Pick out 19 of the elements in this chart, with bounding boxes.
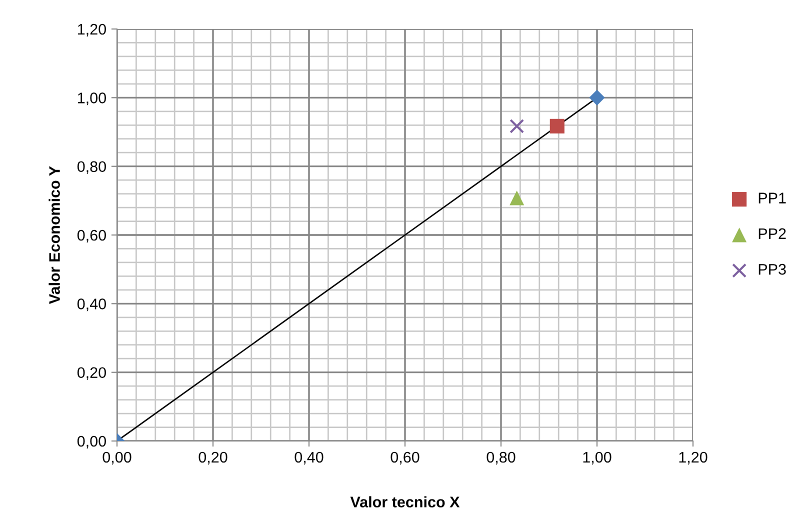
x-tick-label: 1,20 [679, 452, 708, 464]
x-tick-label: 0,00 [102, 452, 132, 464]
y-tick-label: 0,40 [77, 298, 106, 312]
y-tick-label: 0,20 [77, 367, 106, 380]
y-axis-title: Valor Economico Y [48, 166, 60, 304]
x-tick-label: 0,60 [390, 452, 420, 464]
x-tick-label: 0,40 [294, 452, 324, 464]
y-tick-label: 1,20 [78, 24, 106, 36]
legend-label: PP3 [758, 264, 786, 275]
x-tick-label: 1,00 [583, 452, 612, 464]
y-tick-label: 0,00 [77, 436, 106, 448]
y-tick-label: 1,00 [78, 92, 106, 106]
legend-label: PP2 [758, 228, 786, 239]
y-tick-label: 0,80 [77, 161, 106, 174]
y-tick-label: 0,60 [77, 230, 106, 242]
x-tick-label: 0,80 [486, 452, 516, 464]
x-tick-label: 0,20 [198, 452, 228, 464]
x-axis-title: Valor tecnico X [350, 496, 460, 508]
legend-label: PP1 [758, 192, 786, 204]
